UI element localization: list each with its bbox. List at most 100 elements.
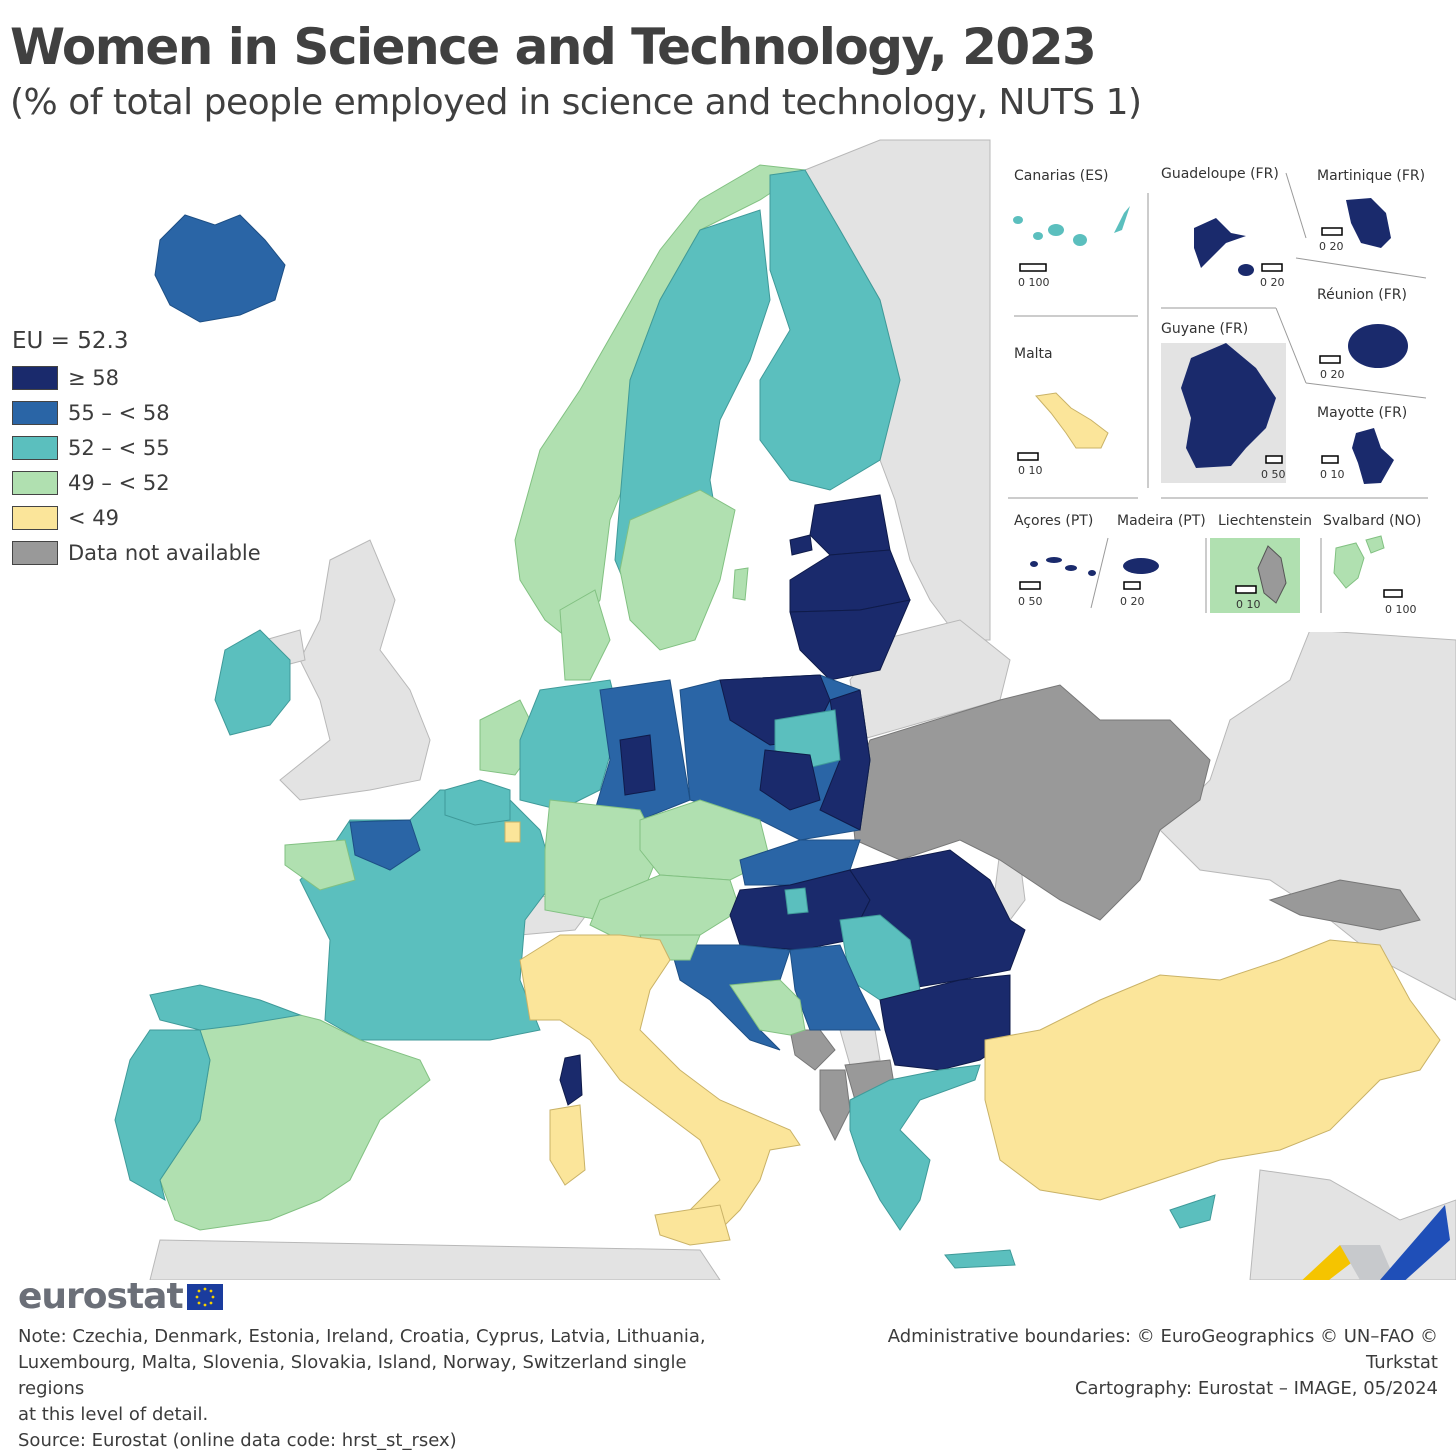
denmark-region xyxy=(559,589,611,681)
footnote-block: Note: Czechia, Denmark, Estonia, Ireland… xyxy=(18,1324,718,1454)
ireland-region xyxy=(214,629,291,736)
footnote-line: Luxembourg, Malta, Slovenia, Slovakia, I… xyxy=(18,1352,687,1399)
greece-region xyxy=(849,1064,981,1231)
legend-item: ≥ 58 xyxy=(12,360,272,395)
lithuania-region xyxy=(789,599,911,681)
madeira-shape xyxy=(1123,558,1159,574)
source-line: Source: Eurostat (online data code: hrst… xyxy=(18,1430,457,1451)
great-britain xyxy=(279,539,431,801)
canarias-shapes xyxy=(1013,206,1130,246)
serbia-region xyxy=(789,944,881,1031)
footnote-line: at this level of detail. xyxy=(18,1404,209,1425)
normandy-region xyxy=(349,819,421,871)
eu-average-label: EU = 52.3 xyxy=(12,328,129,354)
liechtenstein-shape xyxy=(1257,545,1287,604)
inset-scale-madeira: 0 20 xyxy=(1120,595,1145,608)
iceland-region xyxy=(154,214,286,323)
cyprus-region xyxy=(1169,1194,1216,1229)
inset-label-madeira: Madeira (PT) xyxy=(1117,513,1206,529)
martinique-shape xyxy=(1346,198,1391,248)
legend-swatch xyxy=(12,505,58,530)
brittany-region xyxy=(284,839,356,891)
georgia-region xyxy=(1268,879,1421,931)
austria-region xyxy=(589,874,741,941)
legend-item-label: Data not available xyxy=(68,540,261,565)
inset-scale-mayotte: 0 10 xyxy=(1320,468,1345,481)
reunion-shape xyxy=(1348,324,1408,368)
legend-item-label: ≥ 58 xyxy=(68,365,119,390)
portugal-region xyxy=(114,1029,211,1202)
cartography-credit: Cartography: Eurostat – IMAGE, 05/2024 xyxy=(1074,1378,1438,1399)
inset-label-liechtenstein: Liechtenstein xyxy=(1218,513,1313,529)
inset-label-martinique: Martinique (FR) xyxy=(1317,168,1426,184)
inset-label-guyane: Guyane (FR) xyxy=(1161,321,1249,337)
turkiye-region xyxy=(984,939,1441,1201)
corsica-region xyxy=(559,1054,583,1106)
poland-central-region xyxy=(759,749,821,811)
sardinia-region xyxy=(549,1104,586,1186)
malta-shape xyxy=(1035,392,1109,449)
legend-item: Data not available xyxy=(12,535,272,570)
estonia-region xyxy=(809,494,891,556)
bosnia-region xyxy=(729,979,806,1036)
inset-label-mayotte: Mayotte (FR) xyxy=(1317,405,1408,421)
finland-region xyxy=(759,169,901,491)
guyane-shape xyxy=(1181,343,1276,468)
belgium-region xyxy=(444,779,511,826)
inset-label-svalbard: Svalbard (NO) xyxy=(1323,513,1422,529)
inset-label-canarias: Canarias (ES) xyxy=(1014,168,1109,184)
legend-swatch xyxy=(12,540,58,565)
legend-swatch xyxy=(12,470,58,495)
eurostat-wordmark: eurostat xyxy=(18,1276,184,1317)
inset-scale-reunion: 0 20 xyxy=(1320,368,1345,381)
eurostat-logo: eurostat xyxy=(18,1276,223,1317)
scale-bars xyxy=(1017,227,1403,598)
legend-item-label: 49 – < 52 xyxy=(68,470,170,495)
acores-shapes xyxy=(1030,557,1096,576)
inset-label-acores: Açores (PT) xyxy=(1014,513,1094,529)
legend-item: 49 – < 52 xyxy=(12,465,272,500)
inset-scale-canarias: 0 100 xyxy=(1018,276,1050,289)
footnote-line: Note: Czechia, Denmark, Estonia, Ireland… xyxy=(18,1326,706,1347)
crete-region xyxy=(944,1249,1016,1269)
map-legend: EU = 52.3 ≥ 58 55 – < 58 52 – < 55 49 – … xyxy=(12,328,272,570)
inset-maps-panel: Canarias (ES) 0 100 Guadeloupe (FR) 0 20… xyxy=(996,148,1440,632)
inset-scale-svalbard: 0 100 xyxy=(1385,603,1417,616)
legend-swatch xyxy=(12,435,58,460)
inset-scale-liechtenstein: 0 10 xyxy=(1236,598,1261,611)
legend-item: 52 – < 55 xyxy=(12,430,272,465)
map-subtitle: (% of total people employed in science a… xyxy=(10,82,1142,123)
germany-north-region xyxy=(519,679,621,811)
legend-item: 55 – < 58 xyxy=(12,395,272,430)
inset-label-malta: Malta xyxy=(1014,346,1053,362)
legend-item-label: 55 – < 58 xyxy=(68,400,170,425)
svalbard-shapes xyxy=(1333,535,1385,589)
north-africa xyxy=(149,1239,721,1280)
inset-label-guadeloupe: Guadeloupe (FR) xyxy=(1161,166,1279,182)
data-not-available-regions xyxy=(789,684,1421,1142)
luxembourg-region xyxy=(504,821,521,843)
guadeloupe-shape xyxy=(1194,218,1246,268)
legend-swatch xyxy=(12,400,58,425)
inset-dividers xyxy=(1008,172,1428,613)
map-title: Women in Science and Technology, 2023 xyxy=(10,18,1097,76)
inset-scale-guadeloupe: 0 20 xyxy=(1260,276,1285,289)
boundaries-credit: Administrative boundaries: © EuroGeograp… xyxy=(887,1326,1438,1373)
inset-maps-graphic xyxy=(1008,172,1428,613)
corner-ribbon-graphic xyxy=(1302,1205,1450,1280)
italy-region xyxy=(519,934,801,1241)
sicily-region xyxy=(654,1204,731,1246)
credits-block: Administrative boundaries: © EuroGeograp… xyxy=(818,1324,1438,1402)
berlin-brandenburg-region xyxy=(619,734,656,796)
albania-region xyxy=(819,1069,851,1142)
hungary-central-region xyxy=(784,887,809,915)
inset-scale-acores: 0 50 xyxy=(1018,595,1043,608)
legend-item-label: 52 – < 55 xyxy=(68,435,170,460)
mayotte-shape xyxy=(1352,428,1394,484)
eu-flag-icon xyxy=(186,1283,223,1310)
inset-label-reunion: Réunion (FR) xyxy=(1317,287,1407,303)
gotland-region xyxy=(732,567,749,601)
saaremaa-region xyxy=(789,534,813,556)
marie-galante-shape xyxy=(1238,264,1254,276)
spain-north-region xyxy=(149,984,302,1031)
